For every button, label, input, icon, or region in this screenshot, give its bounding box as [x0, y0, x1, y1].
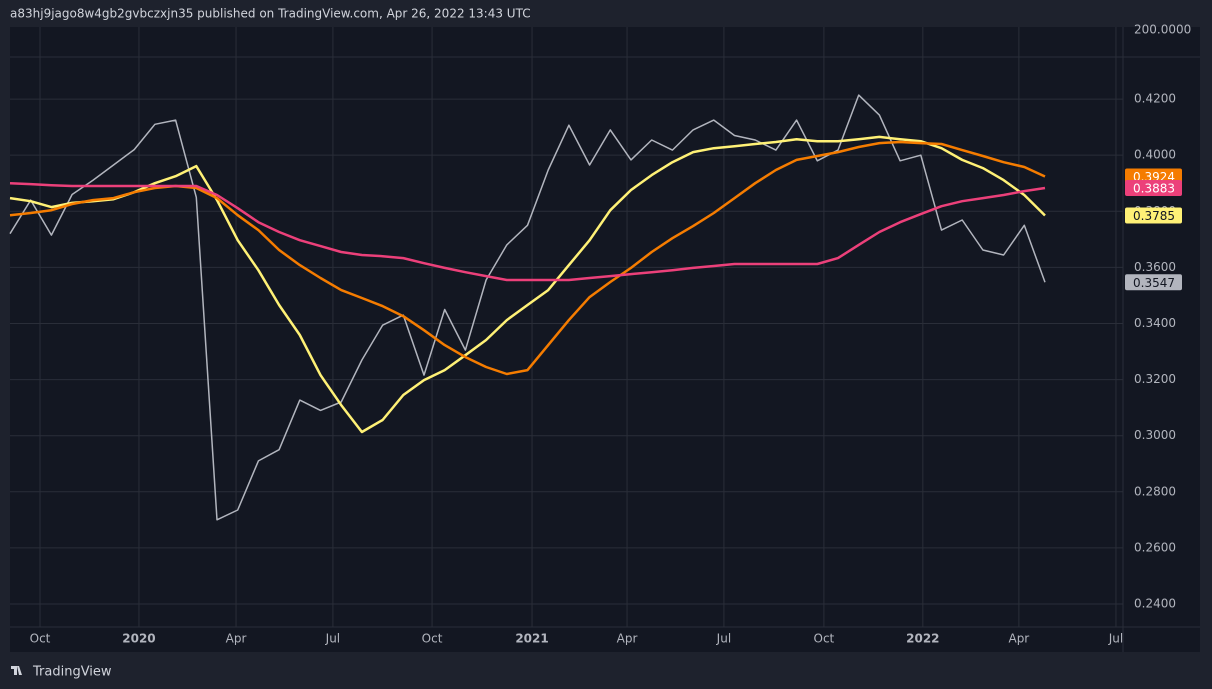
x-tick-label: Jul: [325, 632, 340, 646]
y-tick-label: 0.4000: [1134, 148, 1176, 162]
chart-background: [10, 27, 1200, 652]
header: a83hj9jago8w4gb2gvbczxjn35 published on …: [10, 7, 531, 21]
last-value-label: 0.3547: [1133, 276, 1175, 290]
x-tick-label: Apr: [1008, 632, 1029, 646]
y-tick-label: 0.2600: [1134, 540, 1176, 554]
x-tick-label: Jul: [716, 632, 731, 646]
x-tick-label: Jul: [1108, 632, 1123, 646]
last-value-badge: [1125, 179, 1182, 196]
y-tick-label: 0.3000: [1134, 428, 1176, 442]
x-tick-label: 2022: [906, 632, 939, 646]
last-value-badge: [1125, 274, 1182, 291]
x-tick-label: 2020: [122, 632, 155, 646]
y-tick-label: 0.2800: [1134, 484, 1176, 498]
last-value-label: 0.3785: [1133, 209, 1175, 223]
y-tick-label: 0.4200: [1134, 92, 1176, 106]
last-value-label: 0.3883: [1133, 181, 1175, 195]
y-tick-label: 0.3400: [1134, 316, 1176, 330]
x-tick-label: Apr: [226, 632, 247, 646]
series-line: [9, 135, 1046, 434]
x-tick-label: 2021: [515, 632, 548, 646]
y-tick-label: 0.3200: [1134, 372, 1176, 386]
x-tick-label: Oct: [30, 632, 51, 646]
series-line: [9, 94, 1046, 521]
footer-brand: TradingView: [32, 665, 112, 680]
y-tick-label: 0.3600: [1134, 260, 1176, 274]
x-tick-label: Oct: [422, 632, 443, 646]
y-tick-label: 0.2400: [1134, 596, 1176, 610]
series-line: [9, 181, 1046, 282]
x-tick-label: Oct: [814, 632, 835, 646]
top-pane-tick: 200.0000: [1134, 23, 1191, 37]
logo: [11, 666, 22, 675]
last-value-badge: [1125, 207, 1182, 224]
x-tick-label: Apr: [617, 632, 638, 646]
